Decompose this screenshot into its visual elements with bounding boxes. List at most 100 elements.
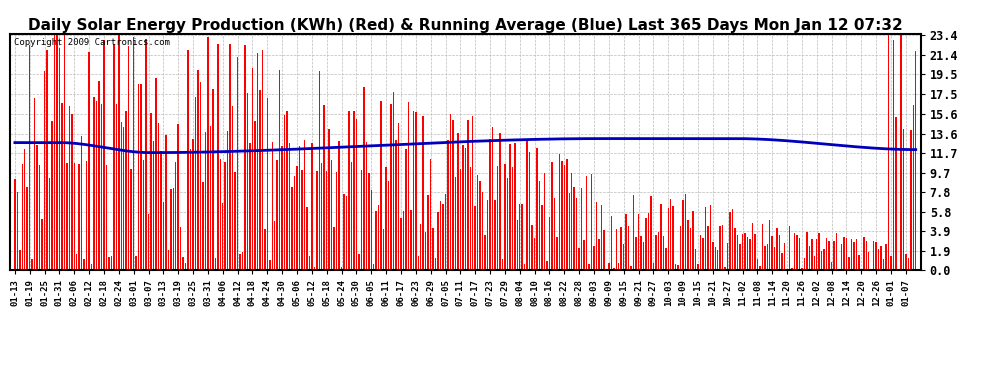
Bar — [326, 171, 328, 270]
Bar — [58, 48, 60, 270]
Bar — [680, 226, 681, 270]
Bar — [306, 207, 308, 270]
Bar — [657, 232, 659, 270]
Bar — [341, 267, 343, 270]
Bar — [843, 237, 844, 270]
Bar — [915, 51, 917, 270]
Bar — [596, 201, 597, 270]
Bar — [86, 161, 87, 270]
Bar — [492, 127, 493, 270]
Bar — [578, 248, 580, 270]
Bar — [321, 163, 323, 270]
Bar — [51, 121, 52, 270]
Bar — [695, 249, 696, 270]
Bar — [737, 235, 739, 270]
Bar — [824, 249, 825, 270]
Bar — [398, 123, 399, 270]
Bar — [220, 159, 221, 270]
Bar — [571, 173, 572, 270]
Bar — [61, 102, 62, 270]
Bar — [182, 257, 184, 270]
Bar — [261, 50, 263, 270]
Bar — [363, 87, 364, 270]
Bar — [524, 264, 526, 270]
Bar — [400, 217, 402, 270]
Bar — [667, 208, 669, 270]
Bar — [289, 143, 290, 270]
Bar — [499, 133, 501, 270]
Bar — [350, 162, 352, 270]
Bar — [548, 217, 550, 270]
Bar — [831, 262, 833, 270]
Bar — [839, 268, 840, 270]
Bar — [623, 244, 625, 270]
Bar — [299, 146, 300, 270]
Bar — [279, 70, 280, 270]
Bar — [675, 264, 676, 270]
Bar — [900, 35, 902, 270]
Bar — [898, 269, 899, 270]
Bar — [462, 145, 463, 270]
Bar — [418, 256, 419, 270]
Bar — [769, 220, 770, 270]
Bar — [690, 228, 691, 270]
Text: Copyright 2009 Cartronics.com: Copyright 2009 Cartronics.com — [15, 39, 170, 48]
Bar — [53, 35, 55, 270]
Bar — [170, 189, 171, 270]
Bar — [375, 211, 377, 270]
Bar — [324, 105, 325, 270]
Bar — [420, 224, 422, 270]
Bar — [727, 243, 729, 270]
Bar — [428, 195, 429, 270]
Bar — [423, 116, 424, 270]
Bar — [172, 188, 174, 270]
Bar — [568, 194, 570, 270]
Bar — [895, 117, 897, 270]
Bar — [539, 181, 541, 270]
Bar — [507, 178, 508, 270]
Bar — [200, 82, 201, 270]
Bar — [636, 237, 637, 270]
Bar — [740, 244, 741, 270]
Bar — [425, 232, 427, 270]
Bar — [14, 178, 16, 270]
Bar — [855, 239, 857, 270]
Bar — [546, 261, 547, 270]
Bar — [819, 233, 820, 270]
Bar — [910, 130, 912, 270]
Bar — [271, 142, 273, 270]
Bar — [245, 45, 246, 270]
Bar — [157, 123, 159, 270]
Bar — [106, 165, 107, 270]
Bar — [621, 227, 622, 270]
Bar — [905, 254, 907, 270]
Bar — [527, 141, 528, 270]
Bar — [152, 141, 154, 270]
Bar — [353, 111, 354, 270]
Bar — [650, 196, 651, 270]
Bar — [712, 242, 714, 270]
Bar — [647, 213, 649, 270]
Bar — [19, 250, 21, 270]
Bar — [628, 226, 630, 270]
Bar — [601, 206, 602, 270]
Bar — [504, 164, 506, 270]
Bar — [413, 111, 414, 270]
Bar — [410, 210, 412, 270]
Bar — [715, 247, 716, 270]
Bar — [581, 188, 582, 270]
Bar — [435, 258, 437, 270]
Bar — [383, 229, 384, 270]
Bar — [162, 202, 164, 270]
Bar — [631, 266, 632, 270]
Bar — [415, 112, 417, 270]
Bar — [73, 163, 75, 270]
Bar — [672, 206, 674, 270]
Bar — [78, 164, 80, 270]
Bar — [91, 264, 92, 270]
Bar — [561, 161, 562, 270]
Bar — [225, 162, 226, 270]
Bar — [660, 204, 661, 270]
Bar — [459, 170, 461, 270]
Bar — [304, 140, 305, 270]
